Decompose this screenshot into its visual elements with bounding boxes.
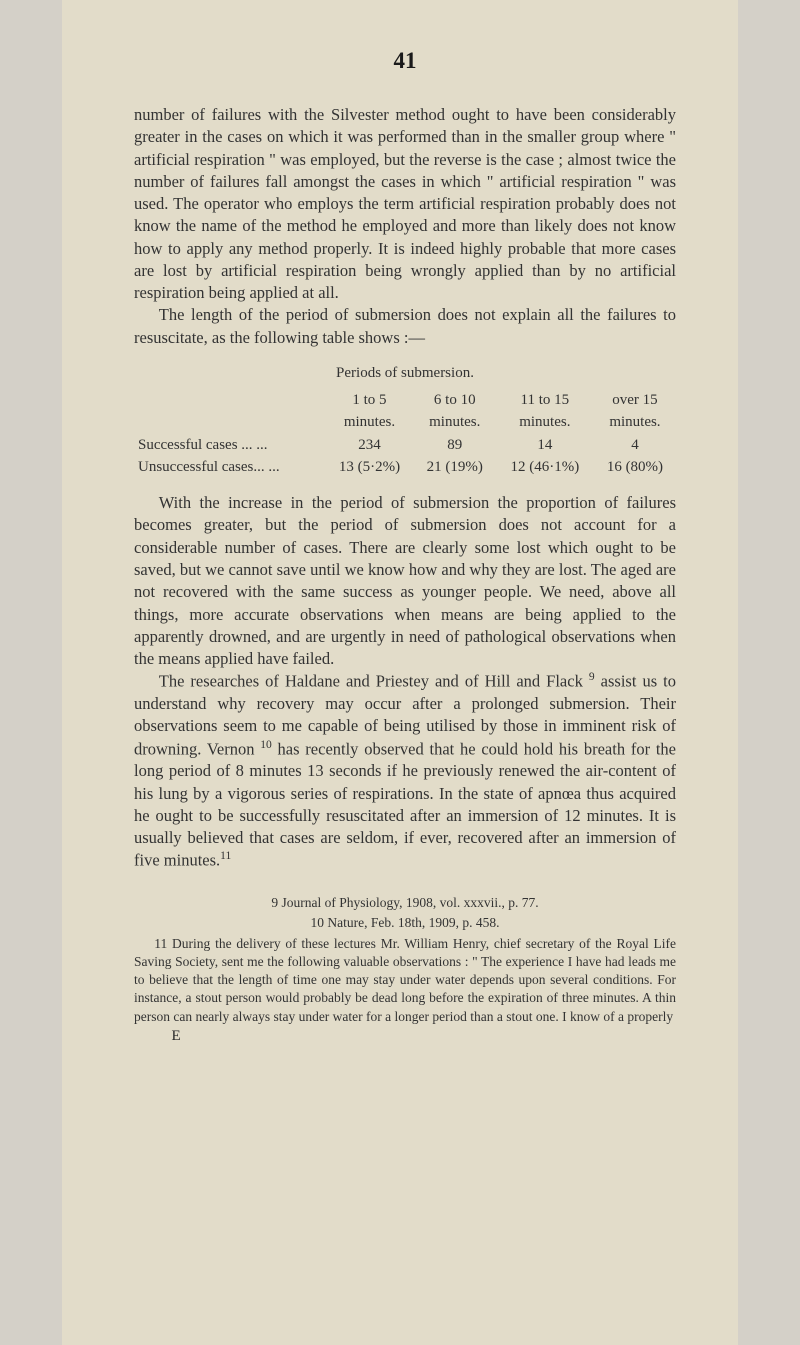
submersion-table: 1 to 5 6 to 10 11 to 15 over 15 minutes.… <box>134 389 676 478</box>
table-cell: 4 <box>594 434 676 456</box>
text-span: has recently observed that he could hold… <box>134 739 676 870</box>
paragraph-3a: With the increase in the period of subme… <box>134 492 676 670</box>
table-cell: 13 (5·2%) <box>325 456 413 478</box>
table-cell: minutes. <box>496 411 594 433</box>
body-text-block: number of failures with the Silvester me… <box>134 104 676 872</box>
document-page: 41 number of failures with the Silvester… <box>62 0 738 1345</box>
table-cell: minutes. <box>325 411 413 433</box>
footnote-11: 11 During the delivery of these lectures… <box>134 935 676 1026</box>
table-cell: 6 to 10 <box>414 389 496 411</box>
text-span: The researches of Haldane and Priestey a… <box>159 672 589 691</box>
footnotes-block: 9 Journal of Physiology, 1908, vol. xxxv… <box>134 894 676 1026</box>
paragraph-1: number of failures with the Silvester me… <box>134 104 676 304</box>
paragraph-3b: The researches of Haldane and Priestey a… <box>134 670 676 872</box>
paragraph-2: The length of the period of submersion d… <box>134 304 676 349</box>
table-row: Unsuccessful cases... ... 13 (5·2%) 21 (… <box>134 456 676 478</box>
table-cell: 14 <box>496 434 594 456</box>
table-cell: 234 <box>325 434 413 456</box>
footnote-ref-10: 10 <box>260 739 272 751</box>
page-number: 41 <box>134 48 676 74</box>
table-cell <box>134 389 325 411</box>
table-cell: over 15 <box>594 389 676 411</box>
table-row: Successful cases ... ... 234 89 14 4 <box>134 434 676 456</box>
table-header-row-1: 1 to 5 6 to 10 11 to 15 over 15 <box>134 389 676 411</box>
table-cell: minutes. <box>414 411 496 433</box>
table-cell: 12 (46·1%) <box>496 456 594 478</box>
footnote-ref-11: 11 <box>220 850 231 862</box>
table-cell: 16 (80%) <box>594 456 676 478</box>
table-cell: minutes. <box>594 411 676 433</box>
table-caption: Periods of submersion. <box>134 363 676 383</box>
footnote-9: 9 Journal of Physiology, 1908, vol. xxxv… <box>134 894 676 912</box>
table-header-row-2: minutes. minutes. minutes. minutes. <box>134 411 676 433</box>
table-cell: Unsuccessful cases... ... <box>134 456 325 478</box>
signature-mark: E <box>134 1028 676 1045</box>
table-cell: 1 to 5 <box>325 389 413 411</box>
table-cell: Successful cases ... ... <box>134 434 325 456</box>
table-cell: 89 <box>414 434 496 456</box>
table-cell: 21 (19%) <box>414 456 496 478</box>
table-cell: 11 to 15 <box>496 389 594 411</box>
table-cell <box>134 411 325 433</box>
footnote-10: 10 Nature, Feb. 18th, 1909, p. 458. <box>134 914 676 932</box>
